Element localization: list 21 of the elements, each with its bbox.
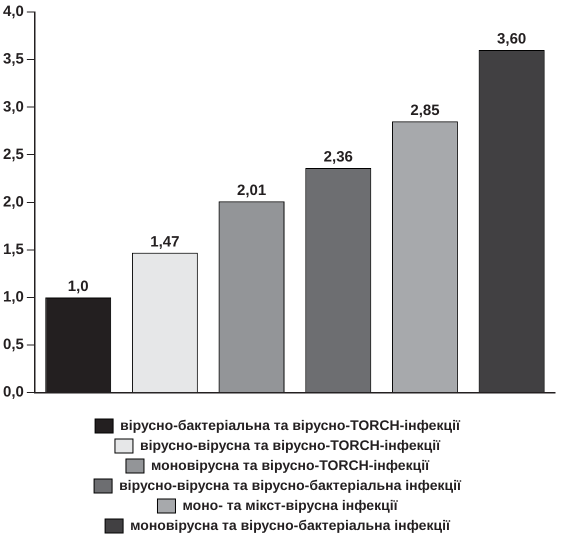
y-tick-label: 3,5 — [2, 50, 24, 68]
data-label: 3,60 — [497, 30, 526, 48]
y-tick-label: 3,0 — [2, 98, 24, 116]
data-label: 1,47 — [150, 233, 180, 250]
legend-label: вірусно-вірусна та вірусно-TORCH-інфекції — [140, 436, 442, 453]
y-tick-label: 1,0 — [2, 288, 24, 306]
data-label: 1,0 — [68, 278, 89, 296]
y-tick-label: 0,5 — [2, 336, 24, 354]
y-tick-label: 0,0 — [2, 384, 24, 401]
legend-label: вірусно-бактеріальна та вірусно-TORCH-інфекції — [120, 416, 461, 433]
y-tick-label: 1,5 — [2, 241, 24, 258]
legend-label: моновірусна та вірусно-бактеріальна інфекції — [130, 516, 451, 533]
data-label: 2,85 — [410, 102, 440, 120]
y-tick-label: 4,0 — [2, 3, 24, 20]
legend-label: моновірусна та вірусно-TORCH-інфекції — [150, 456, 430, 473]
data-label: 2,01 — [236, 182, 266, 199]
legend-label: моно- та мікст-вірусна інфекції — [182, 496, 399, 513]
y-tick-label: 2,5 — [2, 146, 24, 163]
y-tick-label: 2,0 — [2, 193, 24, 210]
data-label: 2,36 — [324, 148, 353, 166]
legend-label: вірусно-вірусна та вірусно-бактеріальна інфекції — [119, 476, 462, 493]
